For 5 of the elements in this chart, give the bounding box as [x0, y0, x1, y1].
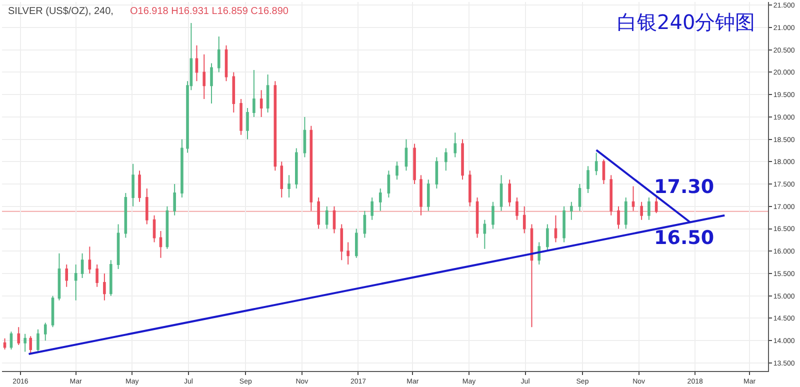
annotation: 17.30 — [654, 176, 714, 198]
chart-subtitle: O16.918 H16.931 L16.859 C16.890 — [130, 6, 289, 17]
annotation: 16.50 — [654, 227, 714, 249]
chart-title: SILVER (US$/OZ), 240, — [8, 6, 114, 17]
annotation: 白银240分钟图 — [617, 10, 756, 34]
